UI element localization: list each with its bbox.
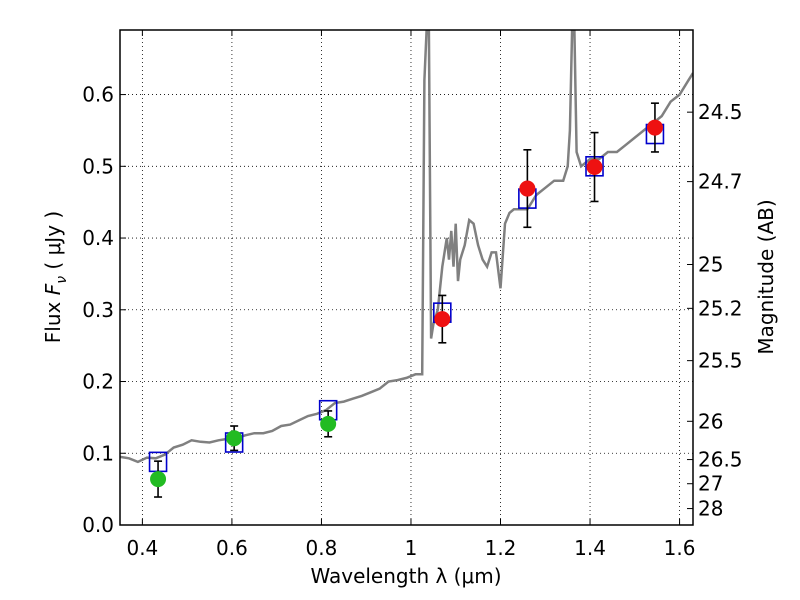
- y-tick-label: 0.2: [82, 370, 114, 394]
- grid-layer: [120, 30, 693, 525]
- x-tick-label: 0.8: [306, 536, 338, 560]
- optical-point-marker: [150, 471, 167, 488]
- x-tick-label: 1.6: [664, 536, 696, 560]
- mag-tick-label: 24.5: [698, 100, 743, 124]
- mag-tick-label: 28: [698, 497, 723, 521]
- nir-point-marker: [646, 119, 663, 136]
- mag-tick-label: 27: [698, 472, 723, 496]
- y-tick-label: 0.6: [82, 83, 114, 107]
- optical-point-marker: [320, 415, 337, 432]
- mag-tick-label: 26: [698, 409, 723, 433]
- x-tick-label: 1.4: [574, 536, 606, 560]
- y-axis-label-symbol: F: [41, 283, 65, 295]
- mag-tick-label: 24.7: [698, 170, 743, 194]
- y-tick-label: 0.3: [82, 298, 114, 322]
- plot-frame: [119, 29, 694, 526]
- nir-point-marker: [586, 159, 603, 176]
- marker-layer: [148, 102, 665, 498]
- spectrum-layer: [120, 30, 693, 464]
- x-tick-label: 0.6: [216, 536, 248, 560]
- y-tick-label: 0.4: [82, 226, 114, 250]
- spectrum-line: [120, 30, 693, 464]
- optical-point-marker: [226, 430, 243, 447]
- y-axis-label-suffix: ( μJy ): [41, 211, 65, 276]
- mag-tick-label: 26.5: [698, 448, 743, 472]
- x-tick-label: 1.2: [485, 536, 517, 560]
- x-axis-label: Wavelength λ (μm): [310, 564, 501, 588]
- mag-tick-label: 25.2: [698, 296, 743, 320]
- y-axis-label-subscript: ν: [54, 276, 70, 284]
- mag-tick-label: 25: [698, 253, 723, 277]
- y-axis-label: Flux Fν ( μJy ): [41, 211, 70, 343]
- nir-point-marker: [434, 311, 451, 328]
- mag-tick-label: 25.5: [698, 349, 743, 373]
- x-tick-label: 0.4: [126, 536, 158, 560]
- y-tick-label: 0.1: [82, 441, 114, 465]
- y-tick-label: 0.0: [82, 513, 114, 537]
- nir-point-marker: [519, 180, 536, 197]
- y-axis-right-label: Magnitude (AB): [754, 199, 778, 354]
- y-tick-label: 0.5: [82, 154, 114, 178]
- tick-layer: 0.4 0.6 0.8 1 1.2 1.4 1.6 0.0 0.1 0.2 0.3 0.4 0.5 0.6…: [82, 30, 743, 560]
- y-axis-label-prefix: Flux: [41, 295, 65, 343]
- x-tick-label: 1: [405, 536, 418, 560]
